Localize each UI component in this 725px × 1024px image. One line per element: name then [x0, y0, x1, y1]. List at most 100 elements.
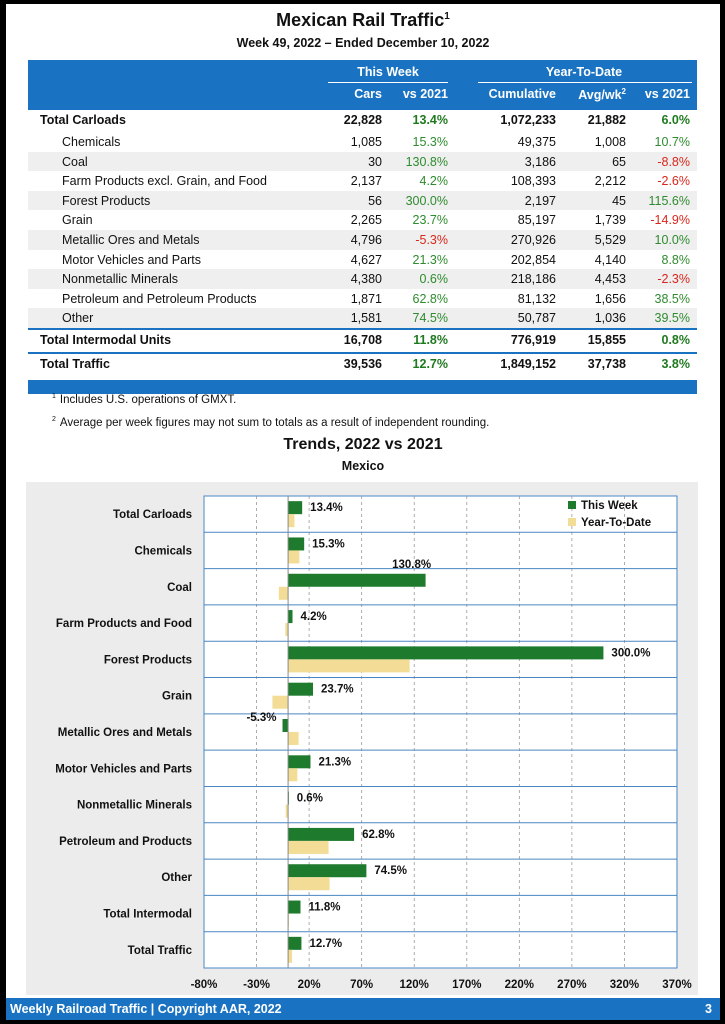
- cell-vs_ytd: -14.9%: [650, 213, 690, 228]
- row-label: Coal: [62, 154, 88, 169]
- data-label: 23.7%: [321, 684, 354, 696]
- cell-cars: 30: [368, 154, 382, 169]
- category-label: Total Intermodal: [103, 909, 192, 921]
- cell-vs_ytd: -2.3%: [657, 272, 690, 287]
- data-label: -5.3%: [246, 712, 276, 724]
- category-label: Chemicals: [134, 545, 192, 557]
- table-body: Total Carloads 22,828 13.4% 1,072,233 21,882…: [28, 110, 697, 380]
- cell-avg: 1,008: [594, 135, 626, 149]
- bar-ytd: [288, 550, 300, 564]
- cell-avg: 15,855: [587, 332, 626, 347]
- bar-ytd: [272, 695, 289, 709]
- cell-cum: 49,375: [517, 135, 556, 149]
- cell-avg: 65: [612, 154, 626, 169]
- table-row: Forest Products 56 300.0% 2,197 45 115.6%: [28, 190, 697, 211]
- footer-bar: Weekly Railroad Traffic | Copyright AAR,…: [6, 998, 720, 1020]
- row-label: Grain: [62, 213, 93, 228]
- bar-ytd: [288, 949, 293, 963]
- cell-vs: 0.6%: [419, 272, 449, 287]
- cell-avg: 4,453: [594, 272, 626, 287]
- row-label: Forest Products: [62, 193, 151, 208]
- group-this-week: This Week: [357, 65, 419, 79]
- cell-cum: 108,393: [510, 174, 556, 189]
- table-footer-bar: [28, 379, 697, 394]
- bar-ytd: [288, 840, 329, 854]
- cell-avg: 1,656: [594, 291, 626, 306]
- cell-vs: 21.3%: [412, 252, 448, 267]
- cell-vs: 12.7%: [412, 356, 448, 371]
- category-label: Nonmetallic Minerals: [77, 800, 192, 812]
- cell-cum: 2,197: [524, 193, 556, 208]
- cell-vs: -5.3%: [415, 232, 448, 247]
- cell-vs: 62.8%: [412, 291, 448, 306]
- row-label: Metallic Ores and Metals: [62, 232, 200, 247]
- cell-cars: 2,265: [350, 213, 382, 228]
- cell-cum: 1,072,233: [500, 113, 556, 127]
- row-label: Motor Vehicles and Parts: [62, 252, 201, 267]
- data-label: 74.5%: [374, 865, 407, 877]
- category-label: Other: [161, 872, 192, 884]
- cell-cars: 1,085: [350, 135, 382, 149]
- cell-cum: 50,787: [517, 311, 556, 326]
- row-separator: [28, 351, 697, 354]
- footnote-1: 1 Includes U.S. operations of GMXT.: [52, 393, 237, 406]
- cell-vs_ytd: -2.6%: [657, 174, 690, 189]
- row-label: Total Carloads: [40, 113, 126, 127]
- bar-this-week: [288, 936, 302, 950]
- bar-ytd: [288, 659, 410, 673]
- data-label: 11.8%: [308, 902, 340, 914]
- table-row: Coal 30 130.8% 3,186 65 -8.8%: [28, 151, 697, 172]
- bar-ytd: [285, 623, 289, 637]
- row-label: Total Traffic: [40, 356, 110, 371]
- category-label: Petroleum and Products: [59, 836, 192, 848]
- bar-ytd: [288, 514, 295, 528]
- cell-avg: 37,738: [587, 356, 626, 371]
- cell-cum: 270,926: [510, 232, 556, 247]
- cell-vs: 4.2%: [419, 174, 449, 189]
- bar-ytd: [288, 732, 299, 745]
- bar-this-week: [282, 719, 289, 732]
- cell-cars: 1,581: [350, 311, 382, 326]
- row-spacer: [28, 375, 697, 380]
- data-label: 130.8%: [392, 559, 431, 571]
- cell-vs: 130.8%: [405, 154, 448, 169]
- cell-vs_ytd: 8.8%: [661, 252, 691, 267]
- total-row: Total Intermodal Units 16,708 11.8% 776,919…: [28, 330, 697, 352]
- bar-this-week: [288, 610, 293, 624]
- category-label: Farm Products and Food: [56, 618, 192, 630]
- cell-cum: 85,197: [517, 213, 556, 228]
- total-row: Total Traffic 39,536 12.7% 1,849,152 37,738 3…: [28, 354, 697, 376]
- bar-this-week: [288, 537, 305, 551]
- cell-cars: 2,137: [350, 174, 382, 189]
- footer-copyright: Weekly Railroad Traffic | Copyright AAR,…: [10, 1002, 282, 1016]
- category-label: Coal: [167, 582, 192, 594]
- cell-vs: 74.5%: [412, 311, 448, 326]
- col-vs2021: vs 2021: [402, 87, 448, 101]
- category-label: Forest Products: [104, 654, 192, 666]
- row-label: Nonmetallic Minerals: [62, 272, 179, 287]
- bar-ytd: [285, 804, 289, 818]
- page-subtitle: Week 49, 2022 – Ended December 10, 2022: [236, 36, 490, 50]
- data-label: 12.7%: [309, 938, 342, 950]
- x-tick-label: 320%: [610, 979, 639, 991]
- page-number: 3: [705, 1002, 712, 1016]
- data-label: 62.8%: [362, 829, 395, 841]
- total-row: Total Carloads 22,828 13.4% 1,072,233 21,882…: [28, 110, 697, 132]
- plot-background: [203, 495, 678, 969]
- cell-vs: 300.0%: [405, 193, 448, 208]
- x-tick-label: 20%: [298, 979, 321, 991]
- cell-avg: 4,140: [594, 252, 626, 267]
- row-label: Other: [62, 311, 94, 326]
- cell-cars: 22,828: [343, 113, 382, 127]
- col-cumulative: Cumulative: [488, 87, 556, 101]
- group-divider: [478, 82, 692, 83]
- table-row: Farm Products excl. Grain, and Food 2,137…: [28, 171, 697, 191]
- bar-this-week: [288, 646, 604, 660]
- row-label: Chemicals: [62, 135, 121, 149]
- table-row: Chemicals 1,085 15.3% 49,375 1,008 10.7%: [28, 132, 697, 152]
- cell-cum: 218,186: [510, 272, 556, 287]
- cell-vs: 13.4%: [412, 113, 448, 127]
- data-label: 21.3%: [318, 756, 351, 768]
- row-label: Farm Products excl. Grain, and Food: [62, 174, 267, 189]
- group-divider: [328, 82, 448, 83]
